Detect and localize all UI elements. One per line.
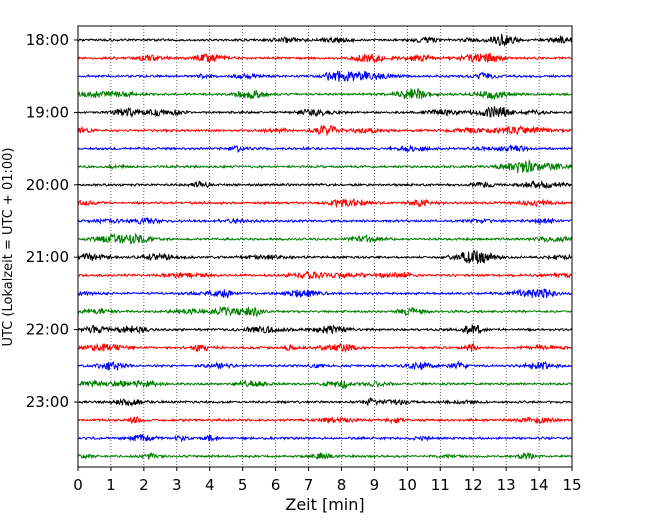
x-tick-label: 7 <box>304 476 314 494</box>
trace-line <box>77 416 573 425</box>
trace-line <box>77 360 573 371</box>
x-tick-label: 3 <box>172 476 182 494</box>
x-axis-ticks: 0 1 2 3 4 5 6 7 8 9 10 11 12 13 14 15 <box>73 467 582 494</box>
trace-line <box>77 232 573 245</box>
trace-line <box>77 379 573 389</box>
x-tick-label: 14 <box>530 476 549 494</box>
y-axis-label: UTC (Lokalzeit = UTC + 01:00) <box>1 148 16 347</box>
x-tick-label: 8 <box>337 476 347 494</box>
trace-line <box>77 216 572 226</box>
trace-line <box>77 179 572 190</box>
y-axis-ticks: 18:00 19:00 20:00 21:00 22:00 23:00 <box>26 31 78 411</box>
trace-line <box>77 270 573 281</box>
trace-line <box>77 33 573 47</box>
trace-line <box>77 52 572 64</box>
trace-line <box>77 70 573 82</box>
x-tick-label: 6 <box>271 476 281 494</box>
trace-line <box>77 87 572 101</box>
trace-line <box>77 197 573 209</box>
trace-line <box>77 305 573 318</box>
y-tick-label: 22:00 <box>26 321 69 339</box>
trace-line <box>77 397 573 407</box>
trace-line <box>77 143 573 153</box>
plot-frame <box>77 25 573 468</box>
x-tick-label: 2 <box>139 476 149 494</box>
y-tick-label: 20:00 <box>26 176 69 194</box>
y-tick-label: 23:00 <box>26 393 69 411</box>
y-tick-label: 18:00 <box>26 31 69 49</box>
y-tick-label: 21:00 <box>26 248 69 266</box>
trace-line <box>77 433 573 443</box>
trace-line <box>77 341 573 354</box>
trace-line <box>77 124 572 136</box>
y-tick-label: 19:00 <box>26 103 69 121</box>
x-tick-label: 1 <box>106 476 116 494</box>
trace-group <box>77 33 573 461</box>
x-tick-label: 15 <box>562 476 581 494</box>
x-tick-label: 0 <box>73 476 83 494</box>
x-tick-label: 11 <box>431 476 450 494</box>
trace-line <box>77 158 573 174</box>
trace-line <box>77 288 573 299</box>
trace-line <box>77 323 573 335</box>
x-tick-label: 12 <box>464 476 483 494</box>
x-tick-label: 4 <box>205 476 215 494</box>
x-tick-label: 10 <box>398 476 417 494</box>
trace-line <box>77 451 572 461</box>
trace-line <box>77 249 572 264</box>
x-tick-label: 5 <box>238 476 248 494</box>
x-tick-label: 9 <box>370 476 380 494</box>
x-axis-label: Zeit [min] <box>285 495 364 514</box>
trace-line <box>77 106 573 119</box>
x-tick-label: 13 <box>497 476 516 494</box>
